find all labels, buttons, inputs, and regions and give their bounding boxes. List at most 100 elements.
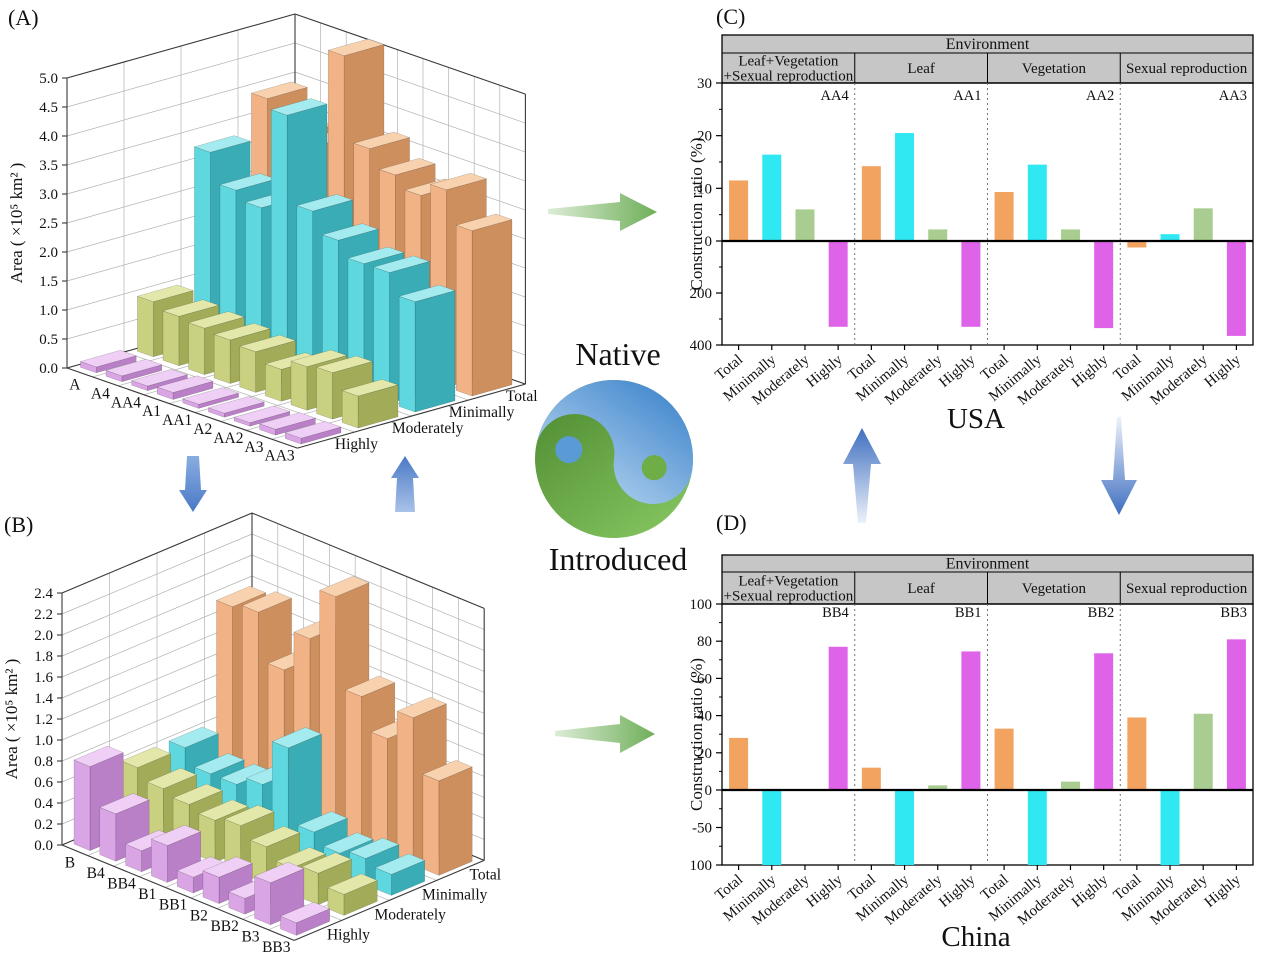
- svg-text:-100: -100: [690, 858, 712, 874]
- svg-text:0: 0: [705, 783, 713, 799]
- svg-text:B3: B3: [241, 929, 259, 946]
- svg-text:0.0: 0.0: [39, 361, 58, 377]
- svg-text:Minimally: Minimally: [422, 886, 488, 903]
- china-title: China: [941, 921, 1011, 953]
- svg-text:Area ( ×10⁵ km² ): Area ( ×10⁵ km² ): [7, 163, 26, 284]
- svg-text:AA2: AA2: [213, 430, 243, 447]
- svg-text:Sexual reproduction: Sexual reproduction: [1126, 61, 1248, 77]
- svg-text:2.0: 2.0: [39, 245, 58, 261]
- svg-text:Highly: Highly: [936, 871, 979, 910]
- svg-text:Leaf: Leaf: [907, 61, 934, 77]
- svg-text:AA3: AA3: [265, 448, 295, 465]
- svg-text:1.0: 1.0: [39, 303, 58, 319]
- svg-text:AA1: AA1: [953, 88, 981, 104]
- svg-text:Vegetation: Vegetation: [1022, 61, 1087, 77]
- svg-text:A2: A2: [193, 421, 212, 438]
- svg-text:Highly: Highly: [1069, 351, 1112, 390]
- svg-text:4.0: 4.0: [39, 129, 58, 145]
- svg-text:100: 100: [690, 597, 712, 613]
- svg-text:4.5: 4.5: [39, 100, 58, 116]
- china-blue-down-fade-arrow-icon: [1101, 417, 1137, 515]
- svg-text:Moderately: Moderately: [374, 906, 446, 923]
- svg-text:BB1: BB1: [955, 605, 982, 621]
- svg-text:Minimally: Minimally: [449, 404, 515, 421]
- svg-text:Sexual reproduction: Sexual reproduction: [1126, 581, 1248, 597]
- svg-text:Highly: Highly: [1069, 871, 1112, 910]
- svg-text:B4: B4: [87, 865, 105, 882]
- svg-text:0.2: 0.2: [34, 817, 53, 833]
- svg-text:Highly: Highly: [335, 436, 378, 453]
- panel-b-label: (B): [4, 512, 34, 537]
- panel-c-ratio-chart: Environment Leaf+Vegetation+Sexual reprod…: [690, 34, 1254, 409]
- svg-text:Environment: Environment: [946, 36, 1030, 53]
- svg-text:BB2: BB2: [1088, 605, 1115, 621]
- svg-text:Moderately: Moderately: [392, 420, 464, 437]
- svg-text:0: 0: [705, 234, 713, 250]
- svg-text:0.5: 0.5: [39, 332, 58, 348]
- svg-text:1.0: 1.0: [34, 733, 53, 749]
- svg-text:3.0: 3.0: [39, 187, 58, 203]
- svg-text:Total: Total: [469, 866, 501, 883]
- a-to-b-blue-down-arrow-icon: [179, 456, 207, 512]
- svg-text:2.4: 2.4: [34, 586, 53, 602]
- panel-d-ratio-chart: Environment Leaf+Vegetation+Sexual reprod…: [690, 554, 1254, 929]
- svg-text:B: B: [65, 854, 75, 871]
- svg-text:-400: -400: [690, 338, 712, 354]
- svg-text:10: 10: [697, 181, 712, 197]
- svg-text:20: 20: [697, 129, 712, 145]
- svg-text:Highly: Highly: [327, 926, 370, 943]
- svg-text:A3: A3: [245, 439, 264, 456]
- b-to-a-blue-up-arrow-icon: [391, 456, 419, 512]
- svg-text:40: 40: [697, 709, 712, 725]
- svg-text:1.6: 1.6: [34, 670, 53, 686]
- native-label: Native: [575, 336, 661, 372]
- svg-text:Highly: Highly: [1202, 351, 1245, 390]
- svg-text:Highly: Highly: [804, 351, 847, 390]
- svg-text:Environment: Environment: [946, 556, 1030, 573]
- panel-a-label: (A): [8, 5, 39, 30]
- svg-text:Highly: Highly: [936, 351, 979, 390]
- native-introduced-yinyang-icon: [535, 380, 693, 538]
- yinyang-green-dot: [641, 455, 667, 481]
- yinyang-blue-dot: [555, 436, 583, 464]
- svg-text:1.2: 1.2: [34, 712, 53, 728]
- svg-text:-50: -50: [692, 821, 712, 837]
- panel-b-3d-bar-chart: 0.0 0.2 0.4 0.6 0.8 1.0 1.2 1.4 1.6 1.8 2.0 2.2 2.4 A…: [2, 512, 501, 956]
- svg-text:+Sexual reproduction: +Sexual reproduction: [724, 69, 854, 85]
- svg-text:BB3: BB3: [262, 939, 291, 956]
- svg-text:80: 80: [697, 634, 712, 650]
- svg-text:+Sexual reproduction: +Sexual reproduction: [724, 589, 854, 605]
- svg-text:AA3: AA3: [1219, 88, 1247, 104]
- introduced-label: Introduced: [548, 541, 688, 577]
- svg-text:0.8: 0.8: [34, 754, 53, 770]
- svg-text:Leaf+Vegetation: Leaf+Vegetation: [738, 574, 839, 590]
- svg-text:2.2: 2.2: [34, 607, 53, 623]
- svg-text:1.5: 1.5: [39, 274, 58, 290]
- svg-text:Area ( ×10⁵ km² ): Area ( ×10⁵ km² ): [2, 659, 21, 780]
- svg-text:A4: A4: [91, 385, 110, 402]
- svg-text:1.4: 1.4: [34, 691, 53, 707]
- svg-text:AA4: AA4: [821, 88, 850, 104]
- svg-text:BB3: BB3: [1220, 605, 1247, 621]
- svg-text:A1: A1: [142, 403, 161, 420]
- b-to-d-green-arrow-icon: [555, 715, 655, 753]
- panel-c-label: (C): [716, 4, 746, 29]
- svg-text:-200: -200: [690, 286, 712, 302]
- panel-d-label: (D): [716, 510, 747, 535]
- svg-text:B2: B2: [190, 907, 208, 924]
- svg-text:20: 20: [697, 746, 712, 762]
- svg-text:0.0: 0.0: [34, 838, 53, 854]
- svg-text:2.0: 2.0: [34, 628, 53, 644]
- svg-text:3.5: 3.5: [39, 158, 58, 174]
- svg-text:AA1: AA1: [162, 412, 192, 429]
- svg-text:2.5: 2.5: [39, 216, 58, 232]
- svg-text:BB1: BB1: [159, 897, 187, 914]
- svg-text:Leaf+Vegetation: Leaf+Vegetation: [738, 54, 839, 70]
- svg-text:Construction ratio (%): Construction ratio (%): [690, 658, 706, 811]
- a-to-c-green-arrow-icon: [548, 193, 657, 231]
- svg-text:0.6: 0.6: [34, 775, 53, 791]
- usa-title: USA: [946, 403, 1005, 435]
- svg-text:Highly: Highly: [804, 871, 847, 910]
- svg-text:BB2: BB2: [210, 918, 238, 935]
